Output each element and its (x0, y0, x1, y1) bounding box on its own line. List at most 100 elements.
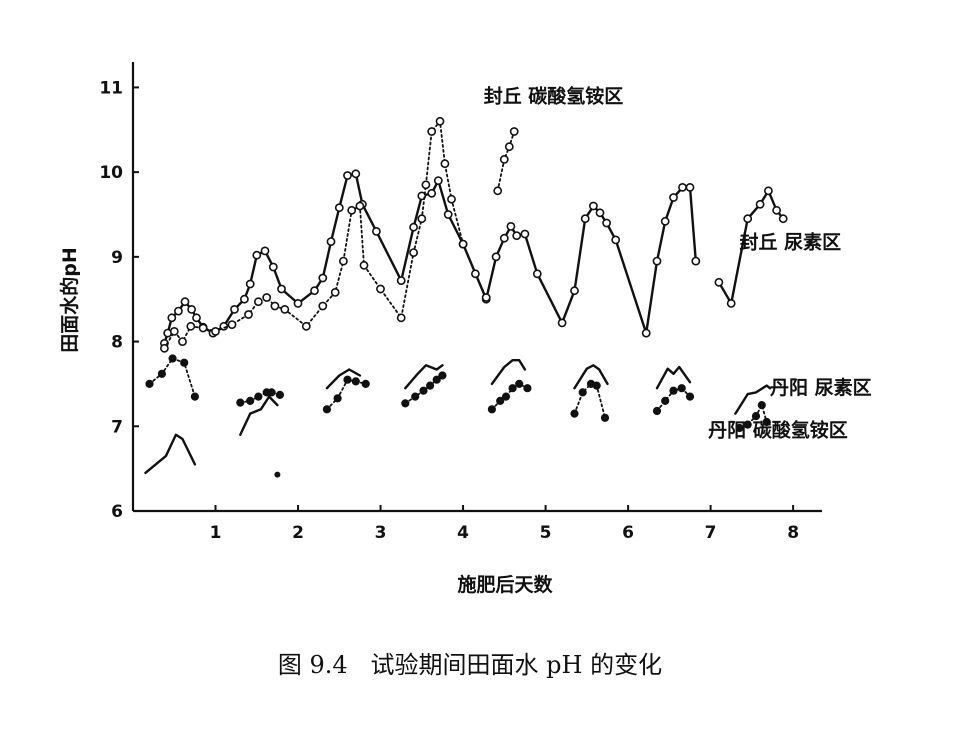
data-point (371, 226, 381, 236)
data-point (570, 409, 579, 418)
data-point (361, 379, 370, 389)
data-point (578, 388, 587, 397)
data-point (343, 375, 352, 384)
data-point (318, 273, 328, 283)
data-point (186, 321, 196, 331)
data-point (432, 375, 441, 384)
data-point (419, 386, 428, 395)
data-point (508, 384, 517, 393)
data-point (515, 379, 524, 389)
data-point (396, 313, 406, 323)
axes: 1 2 3 4 5 6 7 8 6 7 8 9 10 11 (99, 62, 822, 543)
data-point (330, 287, 340, 297)
data-point (318, 301, 328, 311)
data-point (157, 369, 166, 378)
data-point (178, 337, 187, 346)
series-line-segment (163, 120, 488, 350)
series-line-segment (325, 368, 362, 390)
data-point (230, 304, 239, 314)
data-point (491, 252, 501, 262)
data-point (192, 313, 201, 323)
x-axis-label: 施肥后天数 (457, 573, 553, 596)
data-point (669, 386, 678, 395)
data-point (239, 294, 249, 304)
data-point (293, 298, 303, 308)
series-line-segment (734, 384, 772, 415)
data-point (334, 203, 344, 213)
data-point (227, 320, 237, 329)
data-point (322, 405, 332, 414)
y-tick-label: 11 (99, 78, 123, 98)
data-point (417, 214, 427, 224)
data-point (487, 405, 497, 414)
data-point (611, 235, 621, 245)
data-point (359, 260, 369, 270)
figure-caption: 图 9.4 试验期间田面水 pH 的变化 (278, 651, 662, 679)
data-point (557, 318, 567, 328)
data-point (246, 396, 255, 406)
data-point (470, 269, 480, 279)
series-line-segment (404, 364, 444, 390)
data-point (757, 401, 766, 410)
data-point (252, 250, 262, 260)
series-layer (144, 116, 788, 478)
data-point (685, 182, 695, 192)
series-0 (159, 169, 788, 348)
data-point (190, 392, 199, 401)
data-point (254, 392, 263, 401)
data-point (512, 231, 522, 241)
data-point (751, 412, 761, 421)
data-point (396, 276, 406, 285)
data-point (661, 396, 670, 406)
data-point (253, 297, 263, 307)
y-tick-label: 9 (111, 248, 123, 268)
data-point (602, 218, 611, 228)
y-tick-label: 10 (99, 163, 123, 183)
series-1 (159, 116, 519, 353)
data-point (685, 392, 695, 401)
y-tick-label: 8 (111, 333, 123, 353)
data-point (167, 313, 177, 323)
data-point (343, 171, 352, 180)
data-point (376, 284, 385, 294)
data-point (570, 286, 579, 296)
data-point (173, 306, 183, 316)
data-point (169, 326, 179, 336)
series-annotation: 封丘 碳酸氢铵区 (484, 85, 624, 108)
data-point (743, 214, 753, 224)
data-point (244, 310, 253, 319)
data-point (652, 406, 662, 416)
data-point (438, 371, 447, 380)
data-point (595, 208, 605, 218)
data-point (355, 201, 365, 211)
data-point (743, 420, 752, 429)
x-tick-label: 8 (787, 523, 799, 543)
data-point (301, 321, 311, 331)
data-point (493, 186, 503, 196)
data-point (180, 358, 189, 367)
y-tick-label: 6 (111, 502, 123, 522)
data-point (506, 221, 516, 231)
data-point (762, 417, 771, 427)
data-point (443, 210, 453, 219)
data-point (326, 237, 336, 246)
data-point (504, 142, 514, 152)
data-point (435, 116, 445, 126)
series-line-segment (148, 357, 196, 398)
data-point (267, 388, 276, 397)
data-point (211, 326, 220, 336)
data-point (409, 222, 418, 232)
x-tick-label: 2 (292, 523, 304, 543)
data-point (427, 188, 437, 198)
series-2 (144, 359, 772, 475)
data-point (275, 390, 285, 400)
data-point (714, 277, 724, 287)
data-point (669, 193, 678, 202)
data-point (481, 293, 491, 302)
data-point (520, 229, 530, 239)
series-line-segment (655, 365, 692, 390)
data-point (409, 248, 418, 257)
data-point (641, 328, 651, 338)
